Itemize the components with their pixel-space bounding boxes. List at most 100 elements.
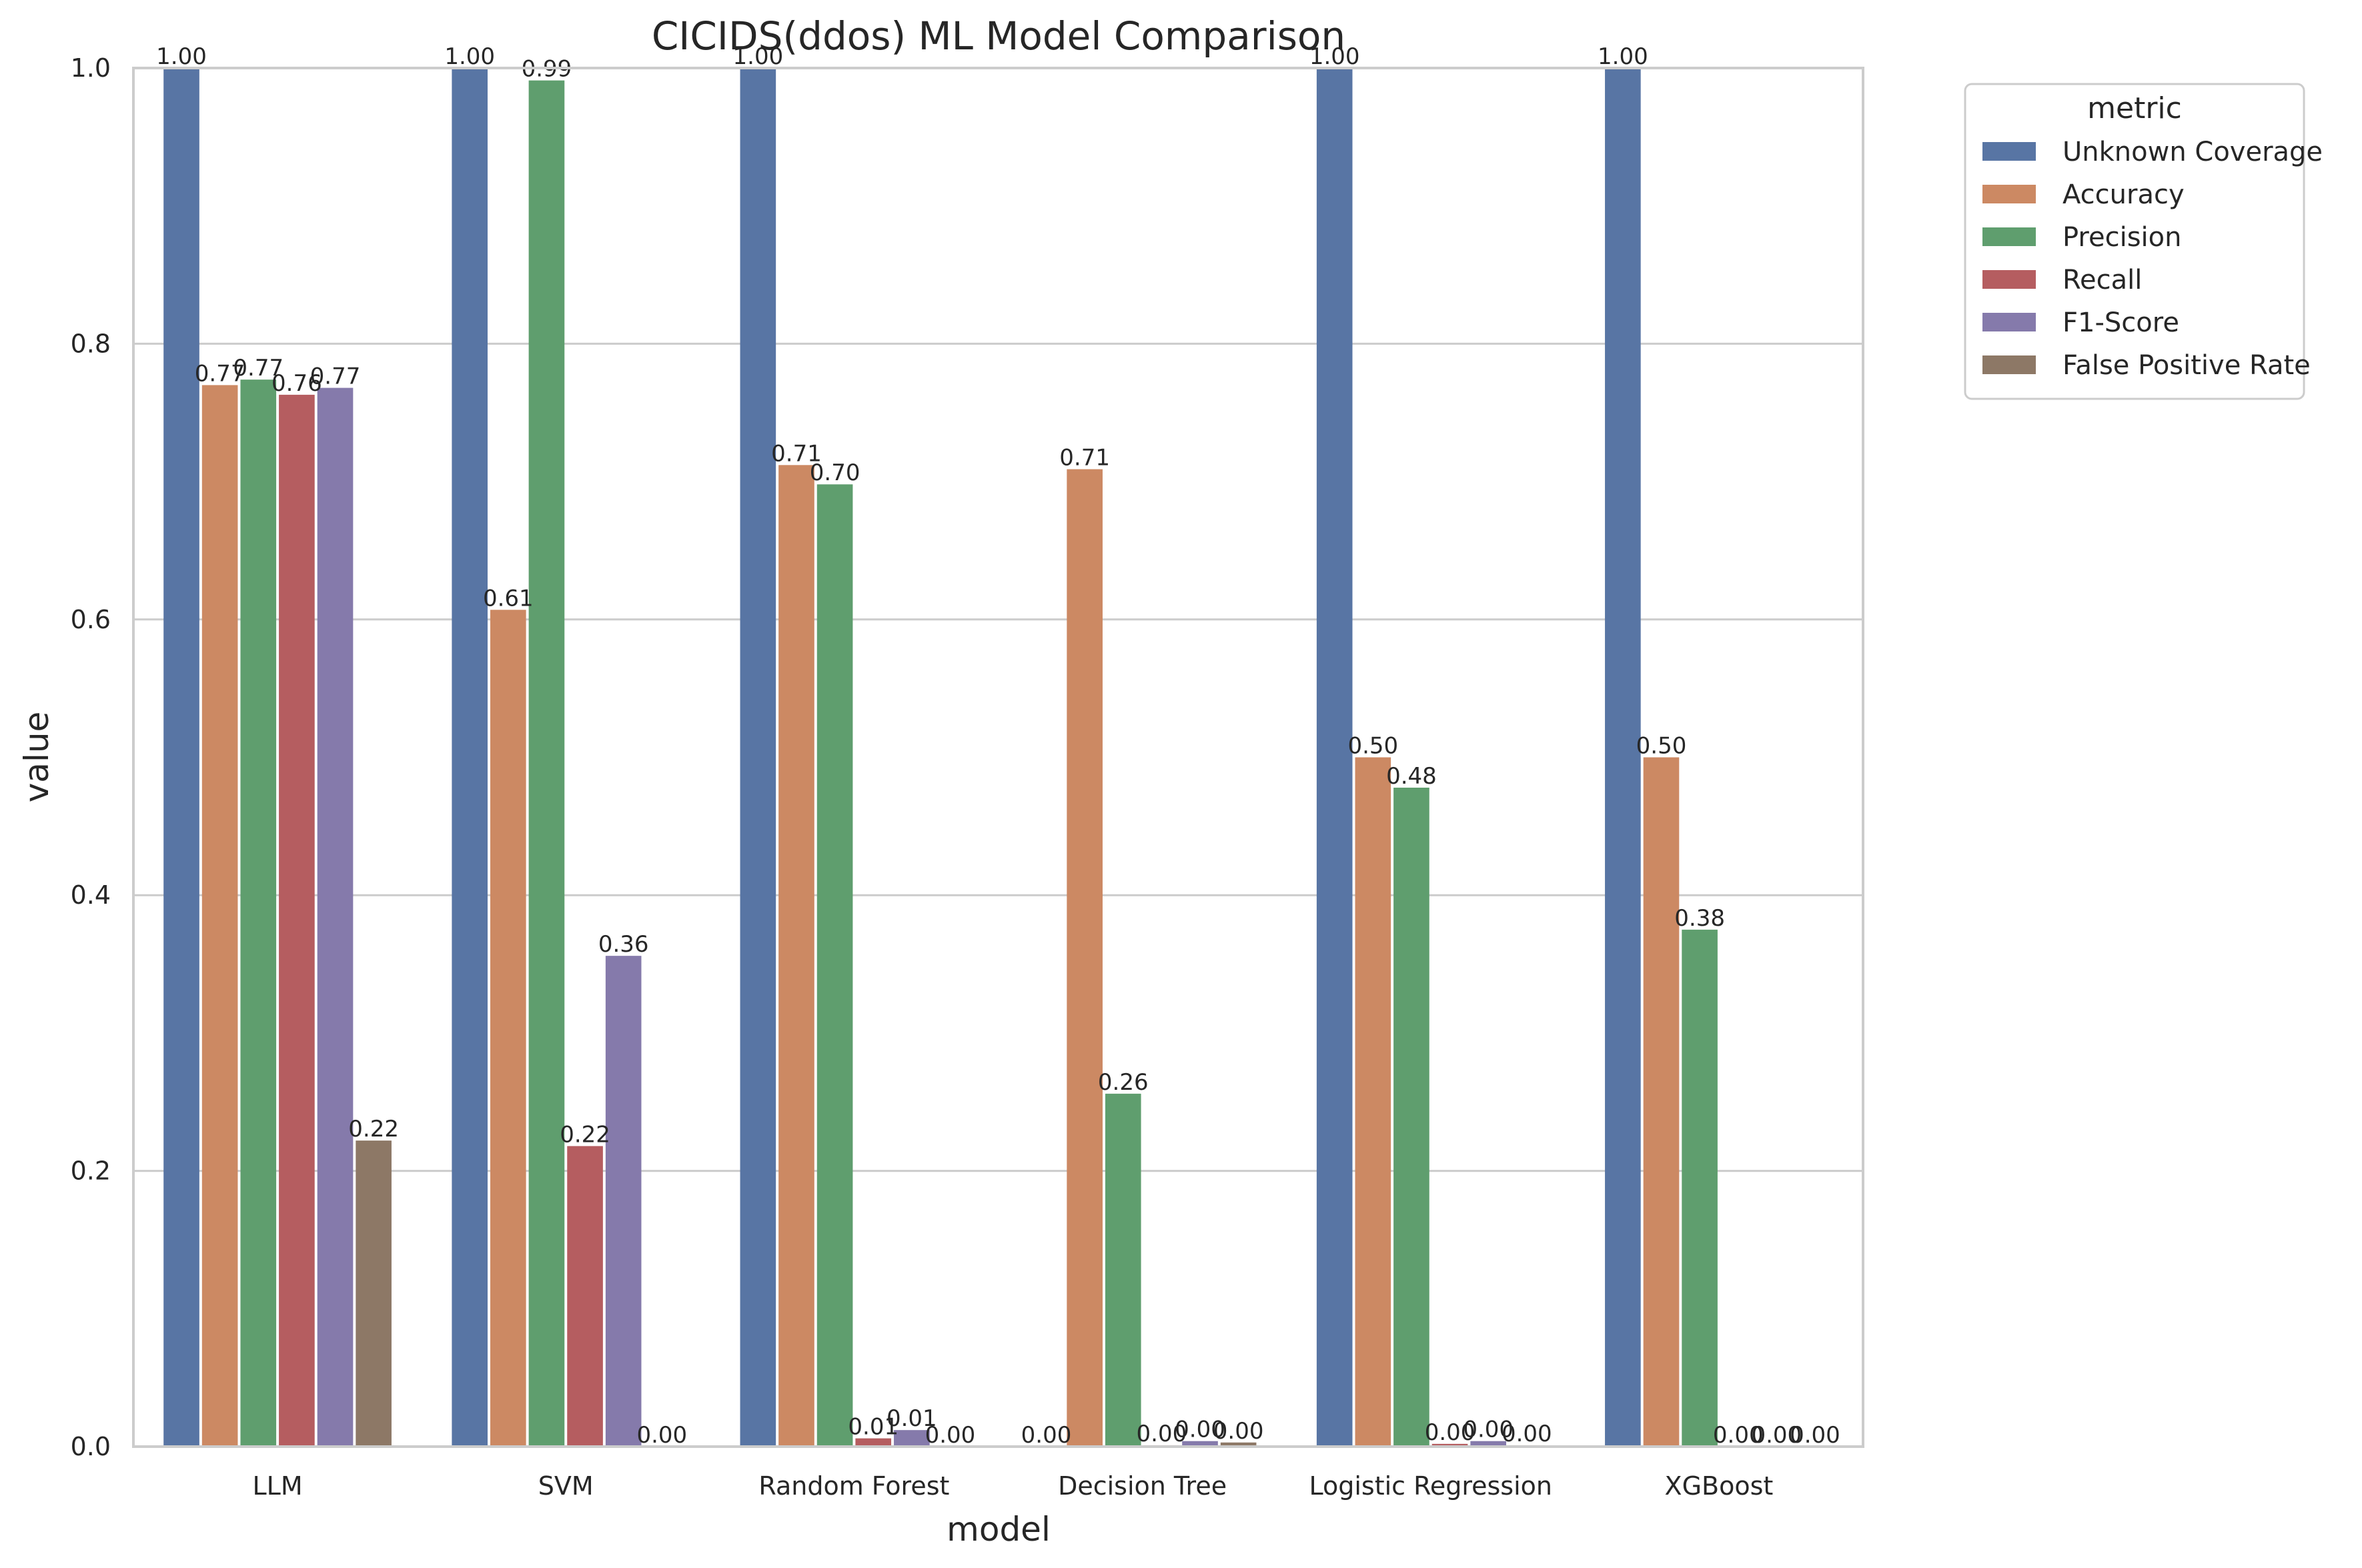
legend-entry-label: Precision [2062, 222, 2181, 253]
bar-value-label: 1.00 [1598, 43, 1648, 70]
bar [201, 385, 238, 1447]
bar [356, 1140, 392, 1447]
y-tick-label: 0.0 [71, 1432, 111, 1461]
bar [528, 80, 565, 1447]
bars [163, 68, 1718, 1447]
bar [1220, 1442, 1257, 1447]
y-tick-label: 0.6 [71, 605, 111, 634]
bar-value-label: 0.77 [195, 360, 245, 387]
bar [778, 465, 814, 1447]
bar-value-label: 0.76 [271, 370, 322, 397]
bar [894, 1430, 930, 1447]
bar [1355, 757, 1391, 1447]
x-tick-label: Decision Tree [1058, 1471, 1227, 1501]
y-tick-label: 0.4 [71, 880, 111, 910]
bar [1643, 757, 1680, 1447]
bar [1182, 1441, 1218, 1447]
y-axis-title: value [17, 712, 56, 803]
bar [1682, 929, 1718, 1447]
legend-swatch [1982, 313, 2036, 331]
legend-swatch [1982, 142, 2036, 161]
legend-swatch [1982, 185, 2036, 203]
bar-value-label: 0.01 [887, 1405, 937, 1432]
bar-value-label: 0.77 [310, 363, 361, 390]
legend: metric Unknown Coverage Accuracy Precision R… [1964, 83, 2323, 400]
y-tick-label: 1.0 [71, 53, 111, 83]
bar-value-label: 0.00 [1213, 1418, 1264, 1445]
bar [452, 68, 488, 1447]
bar-value-label: 0.48 [1386, 763, 1437, 790]
bar-value-label: 1.00 [444, 43, 495, 70]
bar [605, 956, 642, 1447]
chart-title: CICIDS(ddos) ML Model Comparison [652, 13, 1345, 59]
bar-value-label: 0.01 [848, 1414, 899, 1441]
bar-value-label: 0.36 [598, 931, 649, 958]
legend-entry-label: Recall [2062, 265, 2142, 295]
legend-box [1964, 83, 2305, 400]
bar-value-label: 0.00 [1463, 1417, 1514, 1443]
bar [740, 68, 776, 1447]
bar-value-label: 0.00 [1790, 1422, 1840, 1449]
legend-entry-label: Accuracy [2062, 179, 2185, 210]
legend-entry-label: F1-Score [2062, 307, 2179, 338]
bar [1067, 469, 1103, 1447]
bar-value-label: 0.71 [771, 440, 822, 467]
axes: 0.0 0.2 0.4 0.6 0.8 1.0 LLM SVM Random Forest Dec… [71, 53, 1864, 1501]
legend-entry-label: False Positive Rate [2062, 350, 2311, 381]
legend-swatch [1982, 355, 2036, 374]
legend-entry-label: Unknown Coverage [2062, 137, 2323, 167]
x-tick-label: XGBoost [1665, 1471, 1774, 1501]
bar [1393, 787, 1429, 1447]
bar-value-label: 0.26 [1098, 1069, 1149, 1096]
bar-value-label: 0.00 [1425, 1419, 1475, 1446]
y-tick-label: 0.2 [71, 1156, 111, 1186]
bar-value-label: 0.00 [1751, 1422, 1802, 1449]
bar [1605, 68, 1641, 1447]
bar-value-label: 0.22 [560, 1121, 610, 1148]
bar-value-label: 0.00 [1137, 1421, 1187, 1447]
bar-value-labels: 1.000.770.770.760.770.221.000.610.990.22… [156, 43, 1840, 1449]
bar-value-label: 0.61 [483, 585, 534, 612]
bar [317, 387, 354, 1447]
legend-swatch [1982, 270, 2036, 289]
bar [163, 68, 199, 1447]
bar-value-label: 0.77 [233, 355, 283, 381]
bar [1470, 1441, 1506, 1447]
bar [567, 1146, 603, 1447]
bar-value-label: 0.00 [1175, 1417, 1225, 1443]
bar-value-label: 1.00 [733, 43, 784, 70]
bar-value-label: 0.00 [925, 1422, 976, 1449]
bar [1105, 1093, 1141, 1447]
bar [816, 484, 853, 1447]
bar [1431, 1443, 1468, 1447]
bar [1316, 68, 1353, 1447]
bar-value-label: 0.22 [348, 1116, 399, 1142]
bar [240, 379, 277, 1447]
x-tick-label: SVM [538, 1471, 594, 1501]
bar-value-label: 0.38 [1674, 905, 1725, 932]
bar-value-label: 0.00 [1713, 1422, 1764, 1449]
bar-value-label: 0.71 [1059, 444, 1110, 471]
x-tick-label: LLM [253, 1471, 303, 1501]
bar-value-label: 0.50 [1636, 733, 1687, 760]
bar-value-label: 0.70 [810, 460, 860, 486]
x-tick-label: Random Forest [758, 1471, 949, 1501]
legend-swatch [1982, 227, 2036, 246]
y-tick-label: 0.8 [71, 329, 111, 358]
x-tick-label: Logistic Regression [1309, 1471, 1552, 1501]
bar-value-label: 0.00 [1502, 1421, 1552, 1447]
bar [855, 1438, 892, 1447]
bar [490, 610, 526, 1447]
bar-value-label: 0.00 [1021, 1422, 1072, 1449]
x-axis-title: model [947, 1510, 1051, 1549]
bar [279, 394, 315, 1447]
bar-value-label: 1.00 [156, 43, 207, 70]
bar-value-label: 1.00 [1309, 43, 1360, 70]
bar-value-label: 0.50 [1347, 733, 1398, 760]
plot-frame [132, 67, 1864, 1448]
grid-lines [133, 67, 1863, 1448]
legend-title: metric [2087, 91, 2182, 125]
bar-value-label: 0.00 [636, 1422, 687, 1449]
